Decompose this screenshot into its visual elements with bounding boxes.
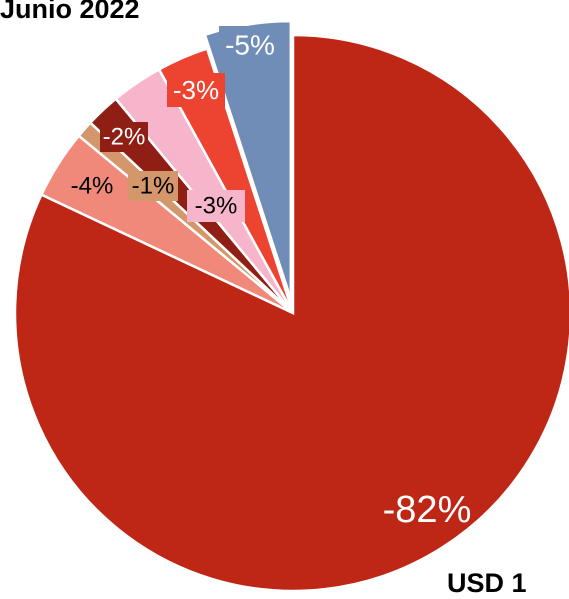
pie-label-1: -82% [383, 489, 472, 531]
pie-label-box-3 [128, 171, 178, 201]
pie-slice-6 [157, 47, 295, 314]
pie-label-box-2 [66, 171, 118, 201]
pie-label-2: -4% [71, 173, 114, 200]
pie-label-box-5 [187, 190, 245, 222]
pie-label-3: -1% [132, 173, 175, 200]
pie-label-5: -3% [195, 193, 238, 220]
pie-slice-7 [203, 19, 293, 300]
pie-label-6: -3% [173, 75, 219, 105]
pie-label-box-6 [167, 73, 225, 107]
footer-text: USD 1 [447, 568, 527, 598]
pie-label-7: -5% [225, 30, 275, 61]
pie-label-box-4 [100, 122, 148, 152]
pie-label-4: -2% [103, 124, 146, 151]
chart-title: Junio 2022 [0, 0, 140, 24]
pie-label-box-7 [219, 26, 281, 64]
